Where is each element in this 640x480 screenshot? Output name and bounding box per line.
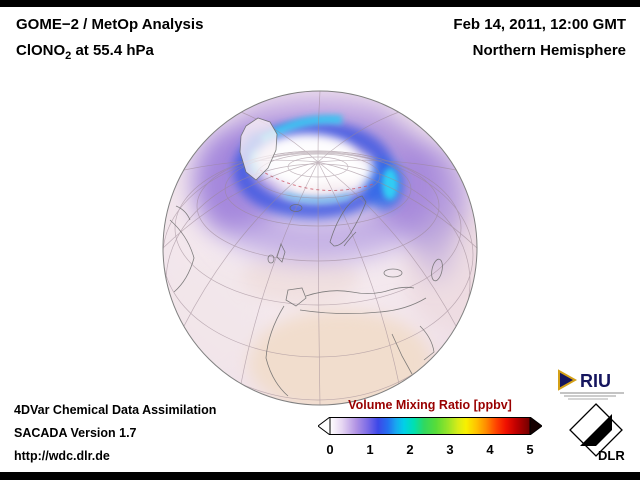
assimilation-label: 4DVar Chemical Data Assimilation [14, 403, 217, 417]
header-left-block: GOME−2 / MetOp Analysis ClONO2 at 55.4 h… [16, 12, 203, 69]
species-suffix: at 55.4 hPa [71, 42, 154, 59]
coastlines [169, 117, 443, 397]
colorbar: Volume Mixing Ratio [ppbv] [317, 398, 543, 458]
species-prefix: ClONO [16, 42, 66, 59]
dlr-diamond-icon [569, 403, 623, 457]
tick-5: 5 [526, 442, 534, 457]
species-line: ClONO2 at 55.4 hPa [16, 38, 203, 69]
colorbar-right-arrow [529, 416, 543, 436]
riu-triangle-icon [558, 369, 578, 391]
colorbar-title: Volume Mixing Ratio [ppbv] [348, 398, 512, 412]
dlr-logo: DLR [566, 400, 630, 469]
dlr-swoosh-icon [580, 414, 612, 446]
colorbar-bar [329, 417, 531, 435]
tick-4: 4 [486, 442, 494, 457]
graticule [163, 91, 477, 405]
version-label: SACADA Version 1.7 [14, 426, 137, 440]
tick-0: 0 [326, 442, 334, 457]
species-subscript: 2 [65, 50, 72, 62]
tick-2: 2 [406, 442, 414, 457]
colorbar-left-arrow [317, 416, 331, 436]
url-label: http://wdc.dlr.de [14, 449, 110, 463]
globe-limb [162, 90, 478, 406]
clono2-purple-layer [192, 94, 468, 280]
riu-logo: RIU [556, 364, 632, 407]
header-right-block: Feb 14, 2011, 12:00 GMT Northern Hemisph… [453, 12, 626, 64]
footer-left-block: 4DVar Chemical Data Assimilation SACADA … [14, 399, 216, 468]
tick-1: 1 [366, 442, 374, 457]
riu-text: RIU [580, 371, 611, 391]
colorbar-ticks: 0 1 2 3 4 5 [318, 442, 542, 458]
hemisphere-label: Northern Hemisphere [472, 42, 626, 59]
datetime-label: Feb 14, 2011, 12:00 GMT [453, 16, 626, 33]
dlr-text: DLR [598, 448, 625, 463]
analysis-title: GOME−2 / MetOp Analysis [16, 16, 204, 33]
riu-logo-graphic: RIU [558, 369, 624, 400]
top-black-bar [0, 0, 640, 7]
bottom-black-bar [0, 472, 640, 480]
dlr-logo-graphic: DLR [569, 403, 625, 463]
tick-3: 3 [446, 442, 454, 457]
colorbar-gradient [317, 416, 543, 436]
